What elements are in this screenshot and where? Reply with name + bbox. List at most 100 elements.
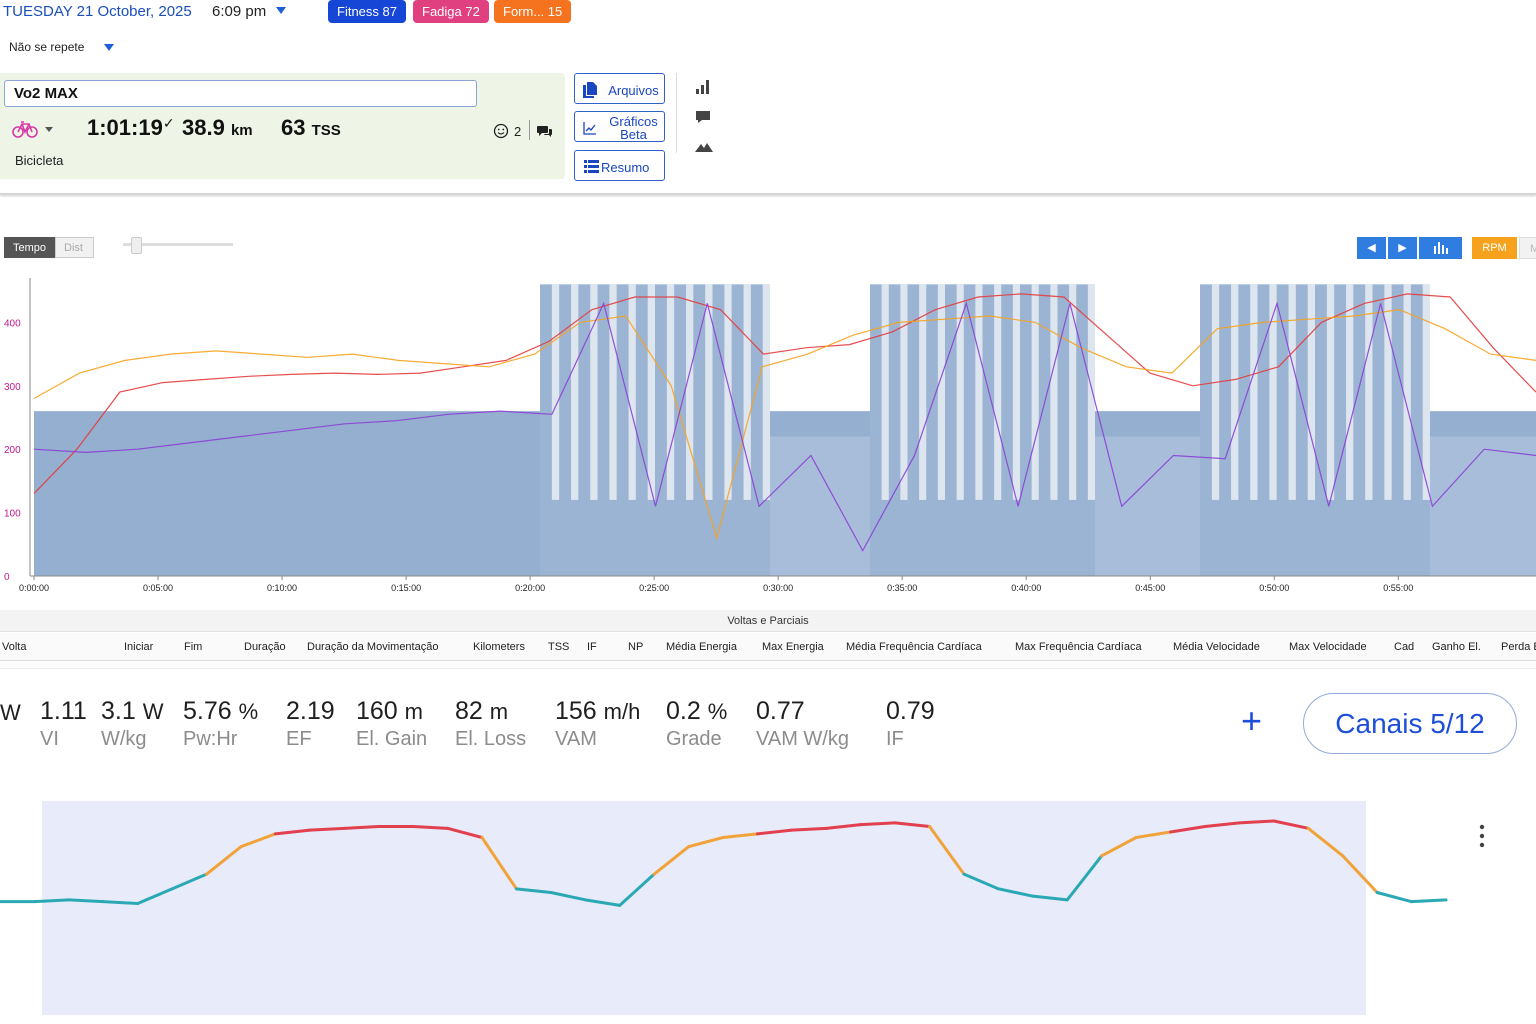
col-max-hr[interactable]: Max Frequência Cardíaca: [1015, 641, 1142, 653]
hr-segment: [239, 832, 277, 849]
col-kilometers[interactable]: Kilometers: [473, 641, 525, 653]
recovery-gap: [686, 284, 694, 500]
chart-view-button[interactable]: [1419, 237, 1462, 259]
hr-segment: [652, 845, 691, 876]
smile-icon[interactable]: [493, 123, 509, 139]
col-if[interactable]: IF: [587, 641, 597, 653]
form-badge[interactable]: Form... 15: [494, 0, 572, 23]
distance-toggle[interactable]: Dist: [55, 237, 94, 258]
recovery-block: [1095, 436, 1200, 576]
metric-wkg: 3.1 W W/kg: [101, 697, 164, 750]
fitness-badge[interactable]: Fitness 87: [328, 0, 406, 23]
col-cadence[interactable]: Cad: [1394, 641, 1415, 653]
summary-button[interactable]: Resumo: [574, 150, 665, 181]
col-max-speed[interactable]: Max Velocidade: [1289, 641, 1367, 653]
hr-segment: [514, 887, 553, 894]
col-duration[interactable]: Duração: [244, 641, 286, 653]
next-channel-toggle[interactable]: M: [1519, 237, 1536, 259]
recovery-gap: [994, 284, 1002, 500]
col-tss[interactable]: TSS: [548, 641, 570, 653]
zoom-slider-handle[interactable]: [131, 237, 142, 254]
col-elev-gain[interactable]: Ganho El.: [1432, 641, 1481, 653]
col-start[interactable]: Iniciar: [124, 641, 154, 653]
laps-title: Voltas e Parciais: [0, 610, 1536, 632]
fatigue-badge[interactable]: Fadiga 72: [413, 0, 489, 23]
col-max-power[interactable]: Max Energia: [762, 641, 824, 653]
recovery-gap: [1422, 284, 1430, 500]
repeat-select[interactable]: Não se repete: [9, 40, 85, 54]
hr-segment: [32, 898, 71, 904]
col-elev-loss[interactable]: Perda E: [1501, 641, 1536, 653]
hr-segment: [1237, 819, 1276, 825]
top-bar: TUESDAY 21 October, 2025 6:09 pm Fitness…: [0, 0, 1536, 26]
metric-pwhr: 5.76 % Pw:Hr: [183, 697, 259, 750]
recovery-gap: [705, 284, 713, 500]
recovery-gap: [1231, 284, 1239, 500]
comment-icon[interactable]: [695, 110, 711, 124]
files-icon: [583, 82, 597, 98]
recovery-gap: [900, 284, 908, 500]
sport-dropdown-caret-icon[interactable]: [45, 127, 53, 132]
time-toggle[interactable]: Tempo: [4, 237, 56, 258]
activity-name-input[interactable]: [4, 80, 477, 107]
scroll-right-button[interactable]: ▶: [1388, 237, 1417, 259]
col-np[interactable]: NP: [628, 641, 644, 653]
feel-count: 2: [514, 124, 522, 139]
bicycle-icon[interactable]: [12, 120, 38, 138]
recovery-gap: [1250, 284, 1258, 500]
divider: [529, 120, 530, 140]
scroll-left-button[interactable]: ◀: [1357, 237, 1386, 259]
recovery-gap: [956, 284, 964, 500]
col-avg-power[interactable]: Média Energia: [666, 641, 737, 653]
toolbar-divider: [676, 73, 677, 153]
hr-segment: [755, 828, 794, 836]
recovery-gap: [1403, 284, 1411, 500]
hr-segment: [859, 821, 897, 827]
hr-segment: [480, 836, 518, 891]
hr-segment: [996, 887, 1035, 898]
distance-value: 38.9 km: [182, 115, 253, 140]
col-moving-duration[interactable]: Duração da Movimentação: [307, 641, 439, 653]
col-avg-hr[interactable]: Média Frequência Cardíaca: [846, 641, 982, 653]
rpm-channel-toggle[interactable]: RPM: [1472, 237, 1517, 259]
table-row[interactable]: [0, 661, 1536, 669]
y-tick-label: 100: [4, 509, 21, 520]
recovery-block: [1430, 436, 1536, 576]
hr-segment: [1375, 891, 1414, 904]
files-button[interactable]: Arquivos: [574, 73, 665, 104]
zoom-slider-track[interactable]: [123, 243, 233, 246]
hr-segment: [1341, 854, 1379, 894]
mountain-icon[interactable]: [695, 141, 713, 153]
comments-icon[interactable]: [537, 124, 553, 138]
list-icon: [584, 160, 599, 173]
more-options-icon[interactable]: [1475, 823, 1489, 849]
col-avg-speed[interactable]: Média Velocidade: [1173, 641, 1260, 653]
hr-segment: [101, 900, 140, 905]
recovery-gap: [1346, 284, 1354, 500]
channels-button[interactable]: Canais 5/12: [1303, 693, 1517, 754]
chart-series: [0, 819, 1448, 907]
hr-segment: [618, 872, 656, 907]
bar-chart-icon[interactable]: [695, 80, 711, 94]
charts-beta-button[interactable]: Gráficos Beta: [574, 111, 665, 142]
metric-elev-gain: 160 m El. Gain: [356, 697, 428, 750]
target-power-area: [34, 284, 1536, 576]
metric-grade: 0.2 % Grade: [666, 697, 728, 750]
repeat-dropdown-caret-icon[interactable]: [104, 44, 114, 51]
recovery-gap: [1269, 284, 1277, 500]
recovery-gap: [609, 284, 617, 500]
laps-table-header: Volta Iniciar Fim Duração Duração da Mov…: [0, 633, 1536, 661]
add-channel-icon[interactable]: +: [1241, 700, 1263, 741]
col-end[interactable]: Fim: [184, 641, 203, 653]
recovery-gap: [1012, 284, 1020, 500]
workout-main-chart[interactable]: 0 100 200 300 400 0:00:00 0:05:00 0:10:00 0:15:…: [0, 266, 1536, 606]
recovery-gap: [1050, 284, 1058, 500]
x-tick-label: 0:30:00: [763, 583, 793, 593]
col-lap[interactable]: Volta: [2, 641, 27, 653]
hr-segment: [687, 836, 725, 849]
date-label[interactable]: TUESDAY 21 October, 2025: [3, 3, 192, 20]
hr-segment: [136, 887, 174, 905]
heart-rate-zone-chart[interactable]: [0, 790, 1460, 1020]
time-dropdown-caret-icon[interactable]: [276, 7, 286, 14]
time-label[interactable]: 6:09 pm: [212, 3, 267, 20]
